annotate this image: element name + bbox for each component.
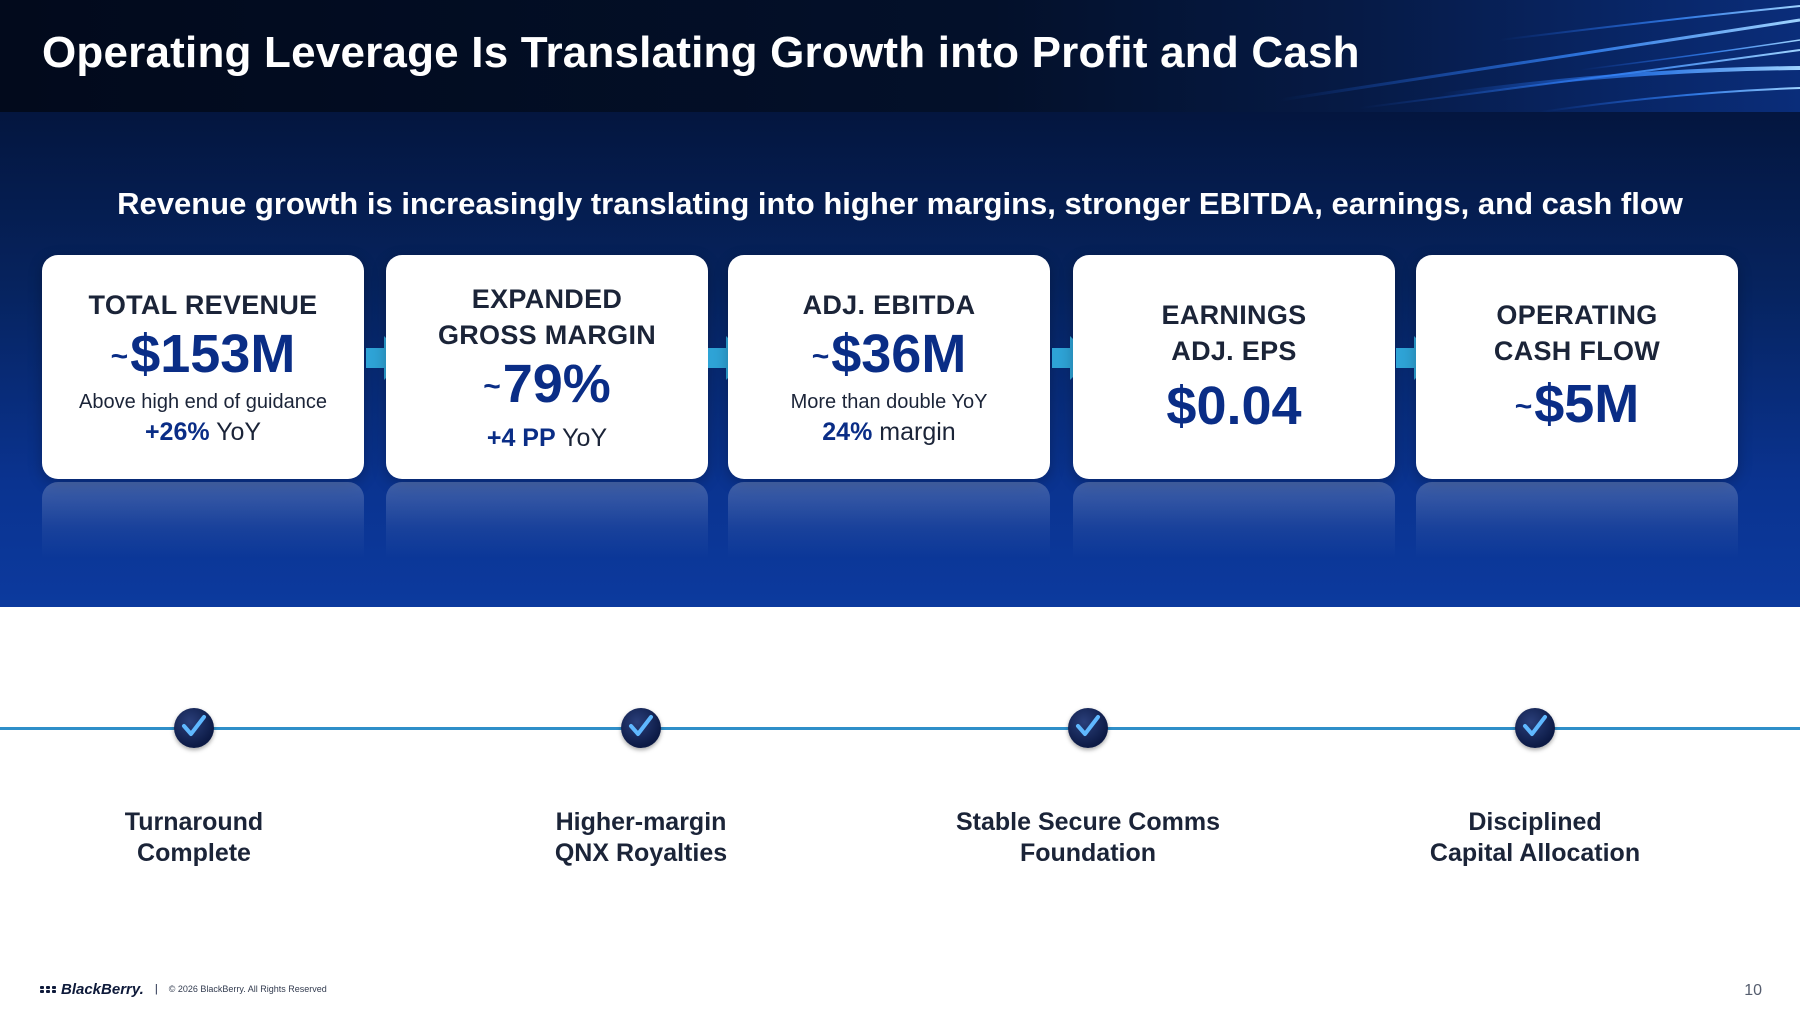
card-delta: +4 PP YoY xyxy=(487,422,607,454)
card-delta-label: margin xyxy=(872,417,956,446)
card-delta-value: +26% xyxy=(144,417,210,446)
milestone-line2: QNX Royalties xyxy=(554,839,728,867)
brand-name: BlackBerry. xyxy=(61,980,144,998)
arrow-stem xyxy=(1396,348,1414,368)
card-value-text: $153M xyxy=(130,323,296,384)
milestone-line2: Complete xyxy=(137,839,251,867)
kpi-card-gross-margin: EXPANDED GROSS MARGIN ~79% +4 PP YoY xyxy=(386,255,708,479)
milestone-secure-comms: Stable Secure Comms Foundation xyxy=(888,807,1288,869)
card-delta-label: YoY xyxy=(555,423,608,452)
card-value-text: $5M xyxy=(1534,373,1640,434)
checkmark-icon xyxy=(1515,708,1555,748)
card-delta: 24% margin xyxy=(822,416,955,448)
card-value: ~$5M xyxy=(1515,373,1640,438)
footer-separator: | xyxy=(154,983,158,995)
milestone-line1: Disciplined xyxy=(1468,808,1602,836)
approx-symbol: ~ xyxy=(811,339,830,373)
card-title: ADJ. EBITDA xyxy=(802,289,976,320)
footer-brand: BlackBerry. | © 2026 BlackBerry. All Rig… xyxy=(40,980,327,998)
checkmark-icon xyxy=(174,708,214,748)
milestone-line1: Stable Secure Comms xyxy=(956,808,1220,836)
card-reflection xyxy=(42,482,364,558)
card-delta-value: +4 PP xyxy=(486,423,556,452)
card-title-line2: GROSS MARGIN xyxy=(437,319,657,350)
arrow-stem xyxy=(708,348,726,368)
checkmark-icon xyxy=(621,708,661,748)
approx-symbol: ~ xyxy=(1514,389,1533,423)
approx-symbol: ~ xyxy=(483,369,501,403)
card-description: More than double YoY xyxy=(790,390,988,413)
card-delta: +26% YoY xyxy=(145,416,261,448)
milestone-line2: Foundation xyxy=(1019,839,1157,867)
slide-subtitle: Revenue growth is increasingly translati… xyxy=(117,186,1683,221)
milestone-capital-allocation: Disciplined Capital Allocation xyxy=(1335,807,1735,869)
copyright-text: © 2026 BlackBerry. All Rights Reserved xyxy=(168,984,327,994)
card-delta-value: 24% xyxy=(822,417,873,446)
title-bar: Operating Leverage Is Translating Growth… xyxy=(0,0,1800,112)
page-number: 10 xyxy=(1744,982,1762,999)
card-reflection xyxy=(1416,482,1738,558)
card-value: ~79% xyxy=(483,353,611,418)
card-delta-label: YoY xyxy=(209,417,262,446)
arrow-stem xyxy=(366,348,384,368)
kpi-card-adj-eps: EARNINGS ADJ. EPS $0.04 xyxy=(1073,255,1395,479)
blackberry-logo-icon xyxy=(40,985,56,993)
checkmark-icon xyxy=(1068,708,1108,748)
kpi-card-operating-cash-flow: OPERATING CASH FLOW ~$5M xyxy=(1416,255,1738,479)
card-reflection xyxy=(386,482,708,558)
milestone-qnx-royalties: Higher-margin QNX Royalties xyxy=(441,807,841,869)
card-value-text: 79% xyxy=(502,353,611,414)
card-title: TOTAL REVENUE xyxy=(88,289,318,320)
approx-symbol: ~ xyxy=(110,339,129,373)
slide-title: Operating Leverage Is Translating Growth… xyxy=(42,28,1360,77)
kpi-card-total-revenue: TOTAL REVENUE ~$153M Above high end of g… xyxy=(42,255,364,479)
light-streaks-decoration xyxy=(1279,5,1800,112)
timeline-line xyxy=(0,727,1800,730)
card-title-line1: OPERATING xyxy=(1496,299,1658,330)
card-value: ~$36M xyxy=(812,323,967,388)
milestone-turnaround: Turnaround Complete xyxy=(0,807,394,869)
card-title-line2: ADJ. EPS xyxy=(1171,336,1297,366)
card-value-text: $36M xyxy=(831,323,967,384)
card-title-line1: EARNINGS xyxy=(1161,300,1307,330)
card-reflection xyxy=(728,482,1050,558)
milestone-line1: Higher-margin xyxy=(555,808,727,836)
card-title-line2: CASH FLOW xyxy=(1493,335,1661,366)
card-title-line1: EXPANDED xyxy=(471,283,623,314)
milestone-line1: Turnaround xyxy=(124,808,264,836)
card-value: ~$153M xyxy=(111,323,296,388)
card-value: $0.04 xyxy=(1166,376,1302,436)
milestone-line2: Capital Allocation xyxy=(1429,839,1641,867)
card-reflection xyxy=(1073,482,1395,558)
kpi-card-adj-ebitda: ADJ. EBITDA ~$36M More than double YoY 2… xyxy=(728,255,1050,479)
card-description: Above high end of guidance xyxy=(79,390,327,413)
arrow-stem xyxy=(1052,348,1070,368)
